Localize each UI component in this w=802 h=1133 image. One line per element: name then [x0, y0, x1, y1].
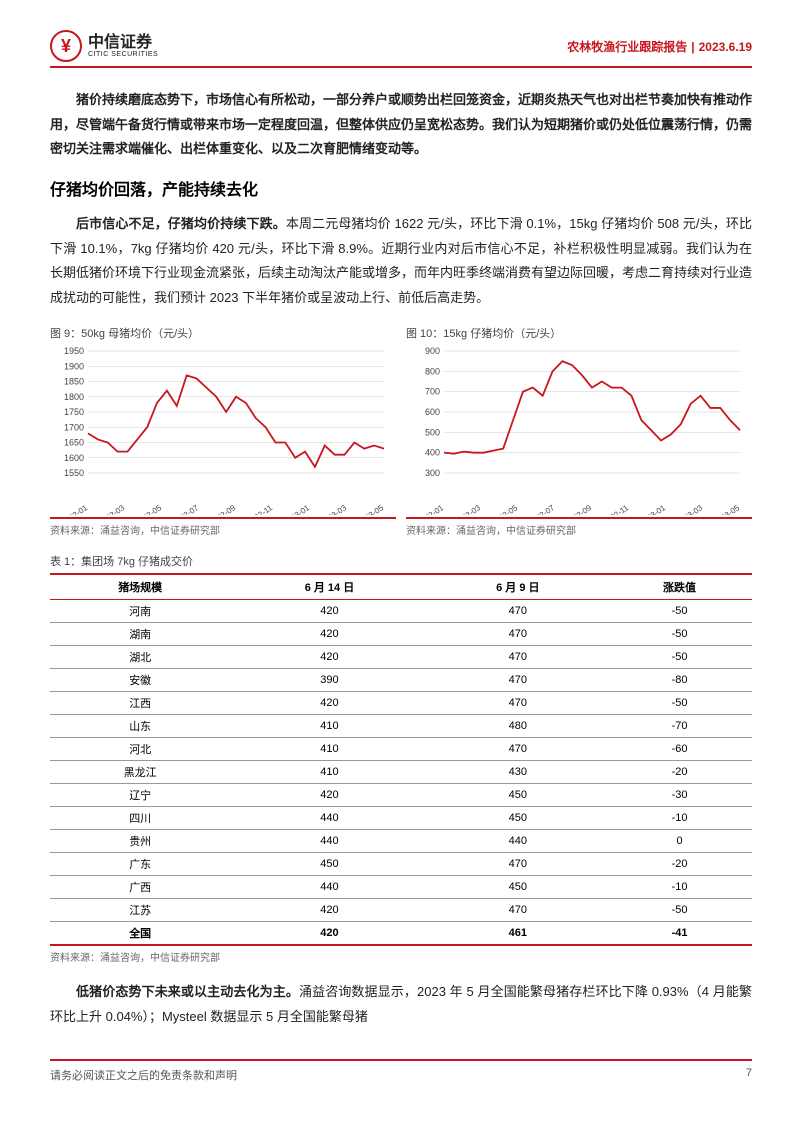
svg-text:2023-05: 2023-05 — [712, 503, 742, 515]
logo-icon: ¥ — [50, 30, 82, 62]
table-col-3: 涨跌值 — [607, 574, 752, 600]
svg-text:2022-03: 2022-03 — [97, 503, 127, 515]
svg-text:1800: 1800 — [64, 392, 84, 402]
svg-text:2022-05: 2022-05 — [134, 503, 164, 515]
table-1: 猪场规模6 月 14 日6 月 9 日涨跌值 河南420470-50湖南4204… — [50, 573, 752, 946]
para-3-lead: 低猪价态势下未来或以主动去化为主。 — [76, 984, 299, 999]
svg-text:2022-03: 2022-03 — [453, 503, 483, 515]
svg-text:600: 600 — [425, 407, 440, 417]
table-row: 黑龙江410430-20 — [50, 760, 752, 783]
table-row: 广西440450-10 — [50, 875, 752, 898]
page-footer: 请务必阅读正文之后的免责条款和声明 7 — [50, 1059, 752, 1083]
svg-text:2023-03: 2023-03 — [319, 503, 349, 515]
table-col-2: 6 月 9 日 — [429, 574, 607, 600]
page-header: ¥ 中信证券 CITIC SECURITIES 农林牧渔行业跟踪报告|2023.… — [50, 30, 752, 68]
doc-date: 2023.6.19 — [699, 40, 752, 54]
svg-text:900: 900 — [425, 346, 440, 356]
table-row: 江西420470-50 — [50, 691, 752, 714]
svg-text:1850: 1850 — [64, 376, 84, 386]
chart-9-svg: 1550 1600 1650 1700 1750 1800 1850 1900 1950 2022… — [50, 345, 390, 515]
table-row: 贵州4404400 — [50, 829, 752, 852]
footer-disclaimer: 请务必阅读正文之后的免责条款和声明 — [50, 1067, 237, 1083]
table-row: 河北410470-60 — [50, 737, 752, 760]
svg-text:500: 500 — [425, 427, 440, 437]
svg-text:2023-05: 2023-05 — [356, 503, 386, 515]
table-row: 江苏420470-50 — [50, 898, 752, 921]
svg-text:2022-05: 2022-05 — [490, 503, 520, 515]
svg-text:1900: 1900 — [64, 361, 84, 371]
svg-text:2022-01: 2022-01 — [416, 503, 446, 515]
chart-9-caption: 图 9：50kg 母猪均价（元/头） — [50, 325, 396, 341]
svg-text:2022-09: 2022-09 — [208, 503, 238, 515]
svg-text:2022-11: 2022-11 — [601, 503, 630, 515]
chart-10-caption: 图 10：15kg 仔猪均价（元/头） — [406, 325, 752, 341]
chart-10: 图 10：15kg 仔猪均价（元/头） 300 400 500 600 700 800 90… — [406, 325, 752, 537]
para-3: 低猪价态势下未来或以主动去化为主。涌益咨询数据显示，2023 年 5 月全国能繁… — [50, 980, 752, 1029]
svg-text:1600: 1600 — [64, 453, 84, 463]
svg-text:2023-01: 2023-01 — [282, 503, 312, 515]
table-col-0: 猪场规模 — [50, 574, 230, 600]
doc-title: 农林牧渔行业跟踪报告|2023.6.19 — [567, 38, 752, 55]
svg-text:2022-01: 2022-01 — [60, 503, 90, 515]
logo: ¥ 中信证券 CITIC SECURITIES — [50, 30, 158, 62]
table-row: 广东450470-20 — [50, 852, 752, 875]
table-row: 辽宁420450-30 — [50, 783, 752, 806]
para-2: 后市信心不足，仔猪均价持续下跌。本周二元母猪均价 1622 元/头，环比下滑 0… — [50, 212, 752, 311]
doc-category: 农林牧渔行业跟踪报告 — [567, 40, 687, 54]
chart-9-source: 资料来源：涌益咨询，中信证券研究部 — [50, 517, 396, 537]
svg-text:800: 800 — [425, 366, 440, 376]
chart-10-svg: 300 400 500 600 700 800 900 2022-01 2022-03 2022-… — [406, 345, 746, 515]
svg-text:1550: 1550 — [64, 468, 84, 478]
table-1-source: 资料来源：涌益咨询，中信证券研究部 — [50, 949, 752, 964]
chart-9: 图 9：50kg 母猪均价（元/头） 155016001650170017501… — [50, 325, 396, 537]
svg-text:2023-01: 2023-01 — [638, 503, 668, 515]
svg-text:2022-11: 2022-11 — [245, 503, 274, 515]
table-row-total: 全国420461-41 — [50, 921, 752, 945]
table-row: 山东410480-70 — [50, 714, 752, 737]
footer-page: 7 — [746, 1067, 752, 1083]
svg-text:400: 400 — [425, 447, 440, 457]
svg-text:2022-07: 2022-07 — [171, 503, 201, 515]
svg-text:2022-07: 2022-07 — [527, 503, 557, 515]
table-row: 四川440450-10 — [50, 806, 752, 829]
table-row: 河南420470-50 — [50, 599, 752, 622]
svg-text:1650: 1650 — [64, 437, 84, 447]
table-row: 安徽390470-80 — [50, 668, 752, 691]
logo-en: CITIC SECURITIES — [88, 51, 158, 58]
table-1-caption: 表 1：集团场 7kg 仔猪成交价 — [50, 553, 752, 569]
para-1: 猪价持续磨底态势下，市场信心有所松动，一部分养户或顺势出栏回笼资金，近期炎热天气… — [50, 88, 752, 162]
svg-text:2022-09: 2022-09 — [564, 503, 594, 515]
svg-text:300: 300 — [425, 468, 440, 478]
chart-10-source: 资料来源：涌益咨询，中信证券研究部 — [406, 517, 752, 537]
svg-text:2023-03: 2023-03 — [675, 503, 705, 515]
para-2-lead: 后市信心不足，仔猪均价持续下跌。 — [76, 216, 286, 231]
svg-text:1750: 1750 — [64, 407, 84, 417]
table-row: 湖南420470-50 — [50, 622, 752, 645]
svg-text:1700: 1700 — [64, 422, 84, 432]
svg-text:1950: 1950 — [64, 346, 84, 356]
logo-cn: 中信证券 — [88, 35, 158, 51]
section-title: 仔猪均价回落，产能持续去化 — [50, 176, 752, 200]
table-col-1: 6 月 14 日 — [230, 574, 428, 600]
svg-text:700: 700 — [425, 386, 440, 396]
table-row: 湖北420470-50 — [50, 645, 752, 668]
